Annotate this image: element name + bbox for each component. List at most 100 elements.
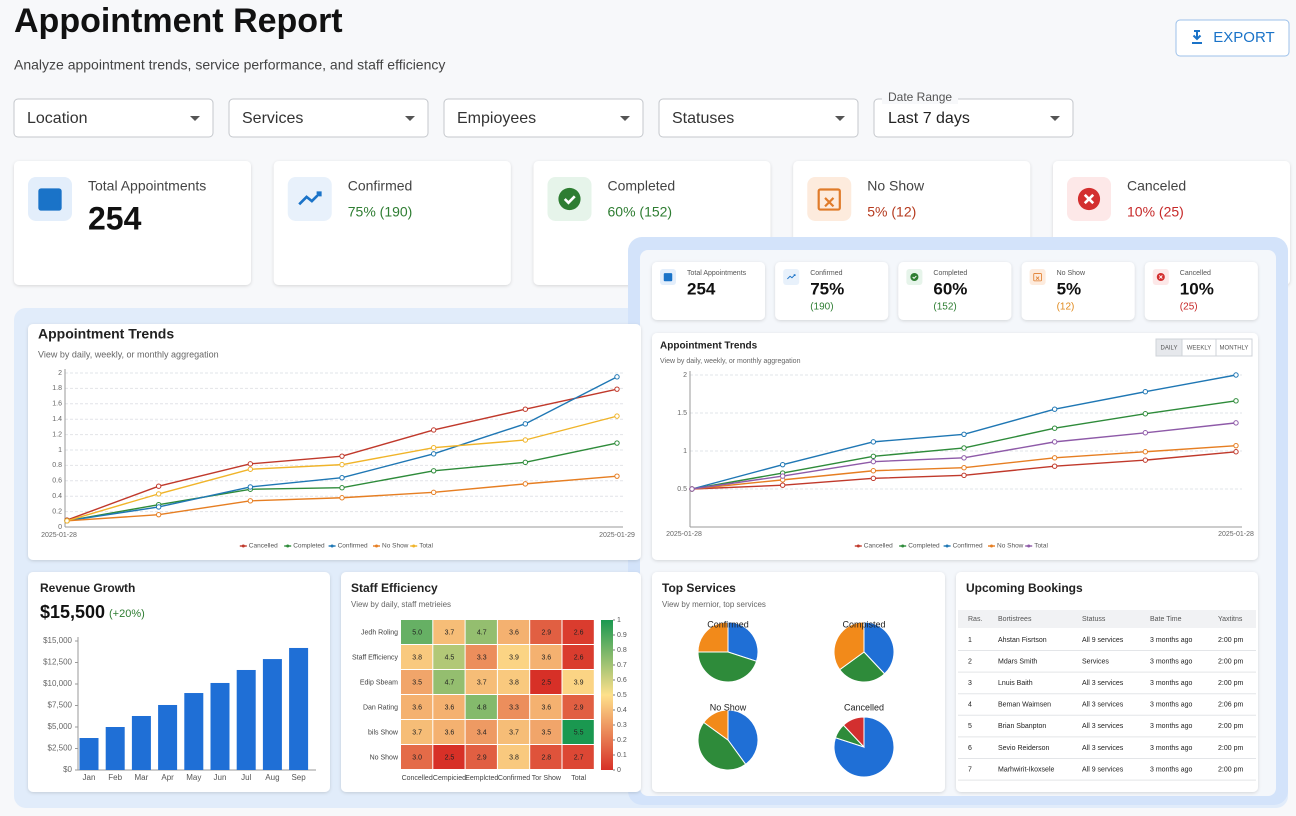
y-tick-label: $12,500	[43, 658, 72, 667]
chart-title: Appointment Trends	[660, 341, 758, 352]
tab-label[interactable]: WEEKLY	[1187, 346, 1212, 352]
data-point	[430, 468, 437, 474]
kpi-icon	[558, 187, 581, 211]
legend-label: Total	[419, 543, 433, 550]
heat-cell	[433, 645, 465, 669]
kpi-icon	[298, 191, 322, 206]
mini-kpi-card	[652, 262, 765, 320]
filter-box[interactable]	[228, 98, 429, 138]
heat-cell	[562, 620, 594, 644]
tab[interactable]	[1215, 338, 1253, 357]
filter-label[interactable]: Empioyees	[457, 110, 536, 127]
export-button[interactable]: EXPORT	[1175, 19, 1290, 57]
filter-box[interactable]	[658, 98, 859, 138]
data-point	[430, 427, 437, 433]
data-point	[339, 453, 345, 459]
cell-label: 3.6	[541, 704, 551, 711]
data-point	[522, 437, 529, 443]
kpi-label: Completed	[608, 178, 676, 194]
data-point	[1233, 449, 1239, 455]
kpi-label: Total Appointments	[88, 178, 206, 194]
mini-kpi-card	[775, 262, 889, 320]
cell-label: 5.0	[412, 629, 422, 636]
kpi-icon-bg	[807, 177, 852, 221]
table-cell: Sevio Reiderson	[998, 745, 1049, 752]
export-frame[interactable]	[1175, 19, 1290, 57]
heat-cell	[465, 745, 497, 769]
kpi-icon	[38, 188, 62, 211]
data-point	[614, 374, 620, 380]
dropdown-arrow[interactable]	[1050, 116, 1060, 121]
download-icon[interactable]	[1192, 30, 1202, 44]
data-point	[430, 444, 437, 451]
filter-caption[interactable]: Date Range	[888, 90, 952, 104]
data-point	[870, 458, 877, 465]
heat-cell	[465, 720, 497, 744]
x-tick-label: Sep	[291, 773, 306, 782]
x-tick-label: Feb	[108, 773, 122, 782]
kpi-label: Confirmed	[348, 178, 413, 194]
filter-value[interactable]: Last 7 days	[888, 110, 970, 127]
table-header-bg	[958, 610, 1256, 628]
filter-label[interactable]: Location	[27, 110, 88, 127]
dropdown-arrow[interactable]	[620, 116, 630, 121]
heat-cell	[497, 645, 530, 669]
filter-label[interactable]: Statuses	[672, 110, 734, 127]
dropdown-arrow[interactable]	[405, 116, 415, 121]
tab-label[interactable]: MONTHLY	[1220, 346, 1249, 352]
card-subtitle: View by mernior, top services	[662, 600, 766, 609]
data-point	[339, 495, 345, 501]
x-tick-label: Jun	[214, 773, 227, 782]
data-point	[779, 473, 786, 479]
kpi-icon	[1035, 276, 1040, 280]
heat-cell	[562, 695, 594, 719]
y-tick-label: 2	[58, 370, 62, 377]
data-point	[155, 511, 162, 518]
data-point	[1142, 430, 1149, 436]
heat-cell	[530, 695, 562, 719]
data-point	[870, 475, 877, 482]
tab-label[interactable]: DAILY	[1161, 346, 1178, 352]
card-title: Top Services	[662, 581, 736, 595]
page-subtitle: Analyze appointment trends, service perf…	[14, 57, 445, 73]
export-label[interactable]: EXPORT	[1213, 29, 1274, 46]
dropdown-arrow[interactable]	[835, 116, 845, 121]
kpi-icon	[1083, 193, 1095, 205]
data-point	[870, 468, 877, 474]
col-label: Cempicied	[433, 775, 466, 782]
kpi-icon	[663, 273, 673, 282]
colorbar-label: 0.5	[617, 692, 627, 699]
pie-title: Cancelled	[844, 702, 884, 712]
cell-label: 2.8	[541, 754, 551, 761]
cell-label: 2.5	[541, 679, 551, 686]
mini-kpi-label: Total Appointments	[687, 270, 747, 277]
filter-box[interactable]	[443, 98, 644, 138]
table-cell: 2:00 pm	[1218, 723, 1243, 730]
table-cell: 1	[968, 637, 972, 644]
heat-cell	[401, 745, 433, 769]
cell-label: 4.7	[445, 679, 455, 686]
bar	[236, 669, 256, 770]
x-tick-label: 2025-01-29	[599, 532, 635, 539]
pie-slice	[842, 716, 865, 749]
mini-kpi-value: 254	[687, 279, 716, 298]
data-point	[64, 518, 70, 524]
mini-kpi-card	[1021, 262, 1135, 320]
chart-title: Revenue Growth	[40, 581, 135, 595]
cell-label: 5.5	[574, 729, 584, 736]
legend-label: Cancelled	[249, 543, 278, 550]
cell-label: 4.8	[477, 704, 487, 711]
heat-cell	[562, 645, 594, 669]
dropdown-arrow[interactable]	[190, 116, 200, 121]
table-cell: All 3 services	[1082, 745, 1124, 752]
mini-kpi-value: 60%	[933, 279, 967, 298]
page-title: Appointment Report	[14, 2, 343, 40]
y-tick-label: 0.8	[52, 462, 62, 469]
table-cell: All 3 services	[1082, 680, 1124, 687]
filter-box[interactable]	[13, 98, 214, 138]
filter-box[interactable]	[873, 98, 1074, 138]
filter-label[interactable]: Services	[242, 110, 303, 127]
kpi-card	[273, 161, 511, 285]
legend-label: Total	[1034, 543, 1048, 550]
